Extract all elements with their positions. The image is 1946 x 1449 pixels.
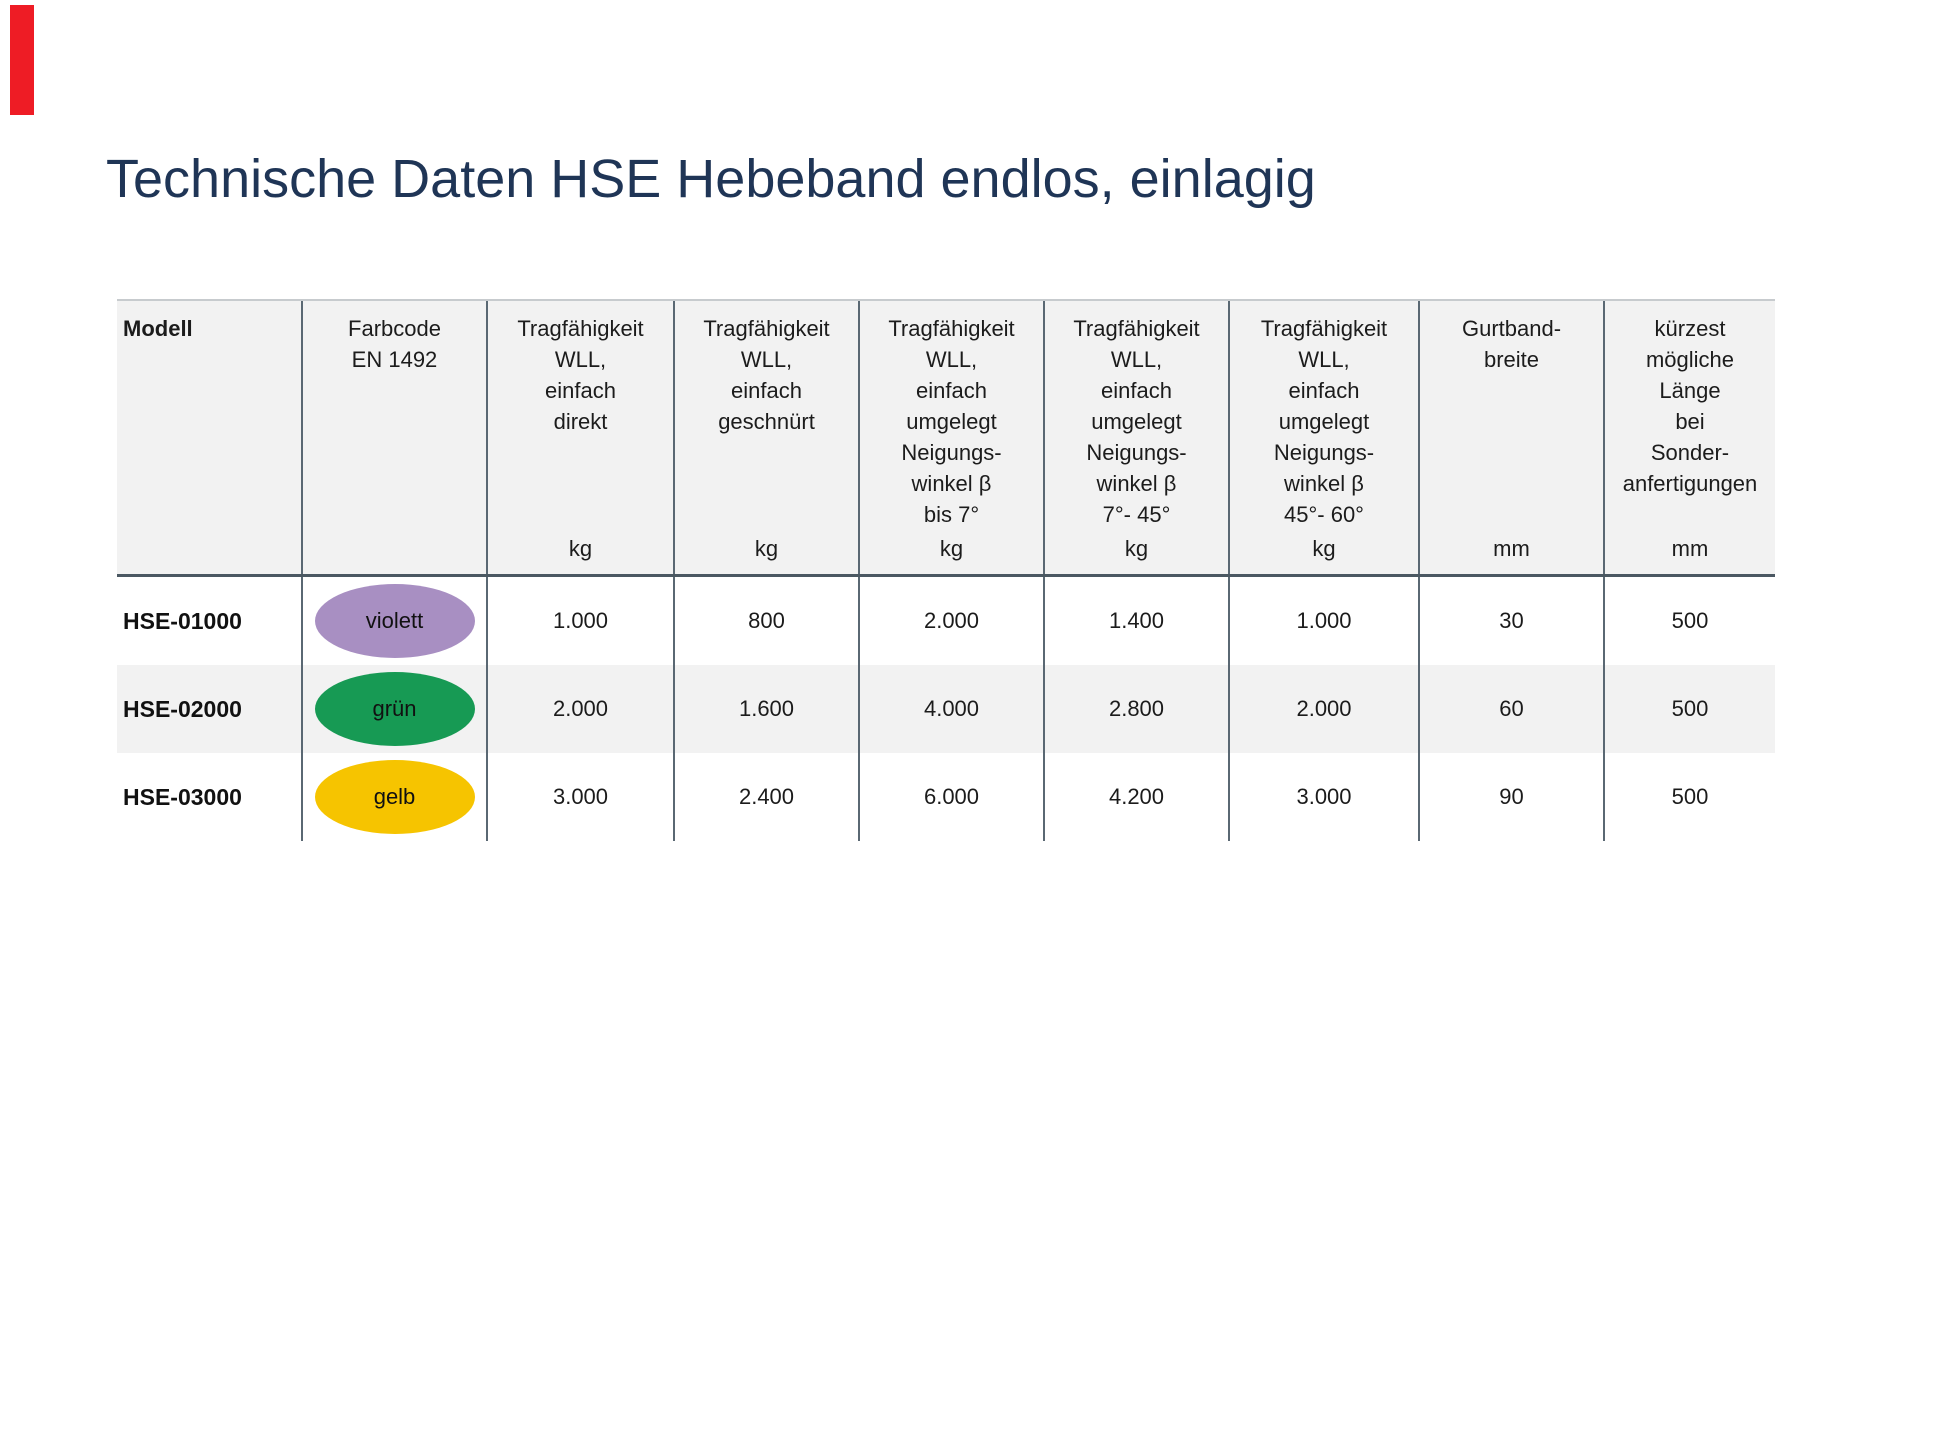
color-ellipse: gelb — [314, 760, 475, 834]
value-cell: 2.000 — [488, 665, 675, 753]
color-ellipse: grün — [314, 672, 475, 746]
column-header-unit: kg — [1312, 536, 1336, 561]
column-header-unit: kg — [939, 536, 964, 561]
column-header-modell: Modell — [117, 301, 303, 574]
column-header-kuerzeste-laenge: kürzest mögliche Länge bei Sonder- anfer… — [1605, 301, 1775, 574]
value-cell: 3.000 — [488, 753, 675, 841]
page-title: Technische Daten HSE Hebeband endlos, ei… — [106, 149, 1316, 209]
value-cell: 6.000 — [860, 753, 1045, 841]
column-header-label: kürzest mögliche Länge bei Sonder- anfer… — [1622, 316, 1758, 496]
column-header-wll-direkt: Tragfähigkeit WLL, einfach direkt kg — [488, 301, 675, 574]
column-header-unit: kg — [754, 536, 779, 561]
column-header-gurtbandbreite: Gurtband- breite mm — [1420, 301, 1605, 574]
value-cell: 1.400 — [1045, 577, 1230, 665]
column-header-label: Tragfähigkeit WLL, einfach direkt — [517, 316, 644, 434]
technical-data-table: Modell Farbcode EN 1492 Tragfähigkeit WL… — [117, 299, 1775, 841]
value-cell: 800 — [675, 577, 860, 665]
value-cell: 60 — [1420, 665, 1605, 753]
value-cell: 500 — [1671, 784, 1709, 809]
model-cell: HSE-02000 — [117, 665, 303, 753]
column-header-label: Gurtband- breite — [1461, 316, 1562, 372]
column-header-label: Modell — [123, 316, 193, 341]
value-cell: 1.000 — [488, 577, 675, 665]
value-cell: 2.800 — [1045, 665, 1230, 753]
colorcode-cell: grün — [303, 665, 488, 753]
column-header-wll-umgelegt-bis-7: Tragfähigkeit WLL, einfach umgelegt Neig… — [860, 301, 1045, 574]
value-cell: 1.000 — [1230, 577, 1420, 665]
column-header-label: Farbcode EN 1492 — [348, 316, 441, 372]
value-cell: 2.000 — [1230, 665, 1420, 753]
value-cell: 500 — [1671, 608, 1709, 633]
table-row: HSE-02000 grün 2.000 1.600 4.000 2.800 2… — [117, 665, 1775, 753]
value-cell: 2.400 — [675, 753, 860, 841]
column-header-unit: kg — [1124, 536, 1149, 561]
column-header-farbcode: Farbcode EN 1492 — [303, 301, 488, 574]
column-header-wll-umgelegt-45-60: Tragfähigkeit WLL, einfach umgelegt Neig… — [1230, 301, 1420, 574]
column-header-wll-geschnuert: Tragfähigkeit WLL, einfach geschnürt kg — [675, 301, 860, 574]
column-header-label: Tragfähigkeit WLL, einfach umgelegt Neig… — [888, 316, 1015, 527]
color-ellipse: violett — [314, 584, 475, 658]
value-cell: 2.000 — [860, 577, 1045, 665]
column-header-label: Tragfähigkeit WLL, einfach geschnürt — [703, 316, 830, 434]
model-cell: HSE-01000 — [117, 577, 303, 665]
model-cell: HSE-03000 — [117, 753, 303, 841]
value-cell: 90 — [1420, 753, 1605, 841]
color-label: gelb — [373, 784, 416, 809]
value-cell: 4.200 — [1045, 753, 1230, 841]
table-row: HSE-03000 gelb 3.000 2.400 6.000 4.200 3… — [117, 753, 1775, 841]
column-header-label: Tragfähigkeit WLL, einfach umgelegt Neig… — [1073, 316, 1200, 527]
color-label: violett — [365, 608, 424, 633]
table-header-row: Modell Farbcode EN 1492 Tragfähigkeit WL… — [117, 299, 1775, 577]
color-label: grün — [372, 696, 417, 721]
value-cell: 3.000 — [1230, 753, 1420, 841]
table-row: HSE-01000 violett 1.000 800 2.000 1.400 … — [117, 577, 1775, 665]
column-header-wll-umgelegt-7-45: Tragfähigkeit WLL, einfach umgelegt Neig… — [1045, 301, 1230, 574]
column-header-unit: kg — [568, 536, 593, 561]
value-cell: 30 — [1420, 577, 1605, 665]
value-cell: 4.000 — [860, 665, 1045, 753]
column-header-label: Tragfähigkeit WLL, einfach umgelegt Neig… — [1260, 316, 1388, 527]
value-cell: 1.600 — [675, 665, 860, 753]
value-cell: 500 — [1671, 696, 1709, 721]
red-marker-bar — [10, 5, 34, 115]
column-header-unit: mm — [1671, 536, 1709, 561]
colorcode-cell: violett — [303, 577, 488, 665]
column-header-unit: mm — [1493, 536, 1530, 561]
colorcode-cell: gelb — [303, 753, 488, 841]
